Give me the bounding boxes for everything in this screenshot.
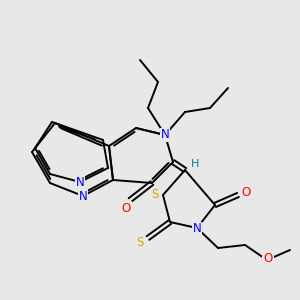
Text: O: O bbox=[263, 251, 273, 265]
Text: O: O bbox=[122, 202, 130, 214]
Text: H: H bbox=[191, 159, 199, 169]
Text: N: N bbox=[76, 176, 84, 188]
Text: N: N bbox=[193, 223, 201, 236]
Text: S: S bbox=[151, 188, 159, 202]
Text: N: N bbox=[79, 190, 87, 202]
Text: N: N bbox=[160, 128, 169, 142]
Text: N: N bbox=[160, 128, 169, 142]
Text: O: O bbox=[242, 187, 250, 200]
Text: S: S bbox=[136, 236, 144, 250]
